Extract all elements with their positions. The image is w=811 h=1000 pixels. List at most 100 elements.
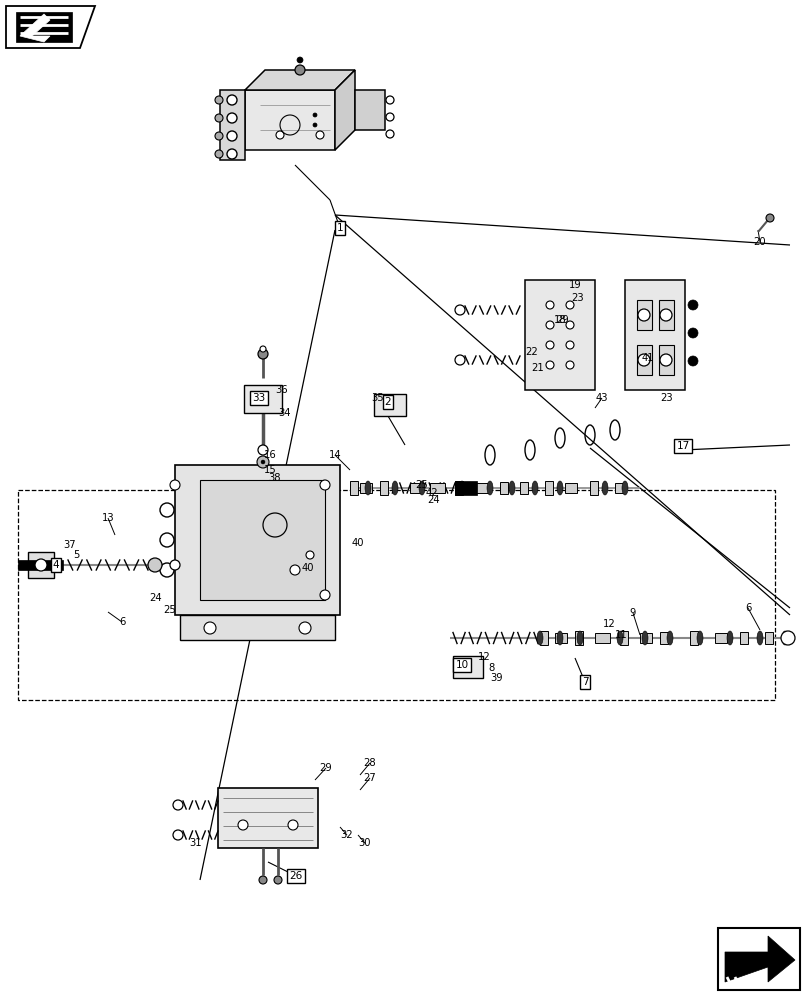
Circle shape <box>215 96 223 104</box>
Bar <box>217 788 318 848</box>
Circle shape <box>276 131 284 139</box>
Circle shape <box>160 533 174 547</box>
Bar <box>717 928 799 990</box>
Circle shape <box>320 480 329 490</box>
Ellipse shape <box>536 631 543 645</box>
Circle shape <box>215 114 223 122</box>
Bar <box>374 394 406 416</box>
Bar <box>243 385 281 413</box>
Text: 5: 5 <box>73 550 79 560</box>
Polygon shape <box>724 936 794 982</box>
Text: 25: 25 <box>164 605 176 615</box>
Text: 42: 42 <box>425 488 438 498</box>
Circle shape <box>259 876 267 884</box>
Text: 36: 36 <box>276 385 288 395</box>
Ellipse shape <box>756 631 762 645</box>
Circle shape <box>169 480 180 490</box>
Circle shape <box>565 341 573 349</box>
Circle shape <box>173 800 182 810</box>
Bar <box>454 481 476 495</box>
Text: 40: 40 <box>351 538 364 548</box>
Text: 21: 21 <box>531 363 543 373</box>
Bar <box>659 300 673 330</box>
Text: 9: 9 <box>629 608 635 618</box>
Ellipse shape <box>418 481 424 495</box>
Text: 17: 17 <box>676 441 689 451</box>
Text: 2: 2 <box>384 397 391 407</box>
Circle shape <box>385 113 393 121</box>
Circle shape <box>454 355 465 365</box>
Bar <box>764 632 772 644</box>
Polygon shape <box>175 465 340 615</box>
Circle shape <box>173 830 182 840</box>
Ellipse shape <box>508 481 514 495</box>
Bar <box>539 631 547 645</box>
Text: 34: 34 <box>278 408 291 418</box>
Ellipse shape <box>458 481 465 495</box>
Bar <box>714 633 726 643</box>
Polygon shape <box>20 14 50 42</box>
Circle shape <box>687 300 697 310</box>
Circle shape <box>148 558 162 572</box>
Polygon shape <box>200 480 324 600</box>
Bar <box>689 631 697 645</box>
Circle shape <box>297 57 303 63</box>
Circle shape <box>294 65 305 75</box>
Polygon shape <box>220 90 245 160</box>
Circle shape <box>312 113 316 117</box>
Text: 1: 1 <box>337 223 343 233</box>
Bar <box>639 633 651 643</box>
Bar <box>574 631 582 645</box>
Text: 29: 29 <box>556 315 569 325</box>
Ellipse shape <box>666 631 672 645</box>
Text: 12: 12 <box>602 619 615 629</box>
Circle shape <box>290 565 299 575</box>
Bar <box>474 483 489 493</box>
Ellipse shape <box>781 631 787 645</box>
Circle shape <box>204 622 216 634</box>
Circle shape <box>260 346 266 352</box>
Text: 22: 22 <box>525 347 538 357</box>
Text: 26: 26 <box>289 871 303 881</box>
Text: 18: 18 <box>553 315 565 325</box>
Bar <box>659 345 673 375</box>
Circle shape <box>545 301 553 309</box>
Bar <box>590 481 597 495</box>
Text: 16: 16 <box>264 450 276 460</box>
Circle shape <box>227 149 237 159</box>
Text: 14: 14 <box>328 450 341 460</box>
Polygon shape <box>245 70 354 90</box>
Bar <box>28 552 54 578</box>
Bar <box>739 632 747 644</box>
Circle shape <box>273 876 281 884</box>
Text: 24: 24 <box>149 593 162 603</box>
Circle shape <box>35 559 47 571</box>
Circle shape <box>258 445 268 455</box>
Circle shape <box>385 130 393 138</box>
Polygon shape <box>525 280 594 390</box>
Bar <box>500 482 508 494</box>
Ellipse shape <box>365 481 371 495</box>
Bar <box>636 300 651 330</box>
Bar <box>594 633 609 643</box>
Text: 38: 38 <box>268 473 281 483</box>
Polygon shape <box>354 90 384 130</box>
Text: 12: 12 <box>477 652 490 662</box>
Circle shape <box>298 622 311 634</box>
Circle shape <box>780 631 794 645</box>
Bar <box>519 482 527 494</box>
Ellipse shape <box>392 481 397 495</box>
Circle shape <box>312 123 316 127</box>
Circle shape <box>565 301 573 309</box>
Text: 25: 25 <box>415 480 428 490</box>
Ellipse shape <box>696 631 702 645</box>
Circle shape <box>687 356 697 366</box>
Circle shape <box>215 150 223 158</box>
Circle shape <box>659 354 672 366</box>
Text: 6: 6 <box>118 617 125 627</box>
Circle shape <box>637 354 649 366</box>
Text: 24: 24 <box>427 495 440 505</box>
Bar <box>359 483 371 493</box>
Text: 30: 30 <box>358 838 371 848</box>
Text: 11: 11 <box>614 630 627 640</box>
